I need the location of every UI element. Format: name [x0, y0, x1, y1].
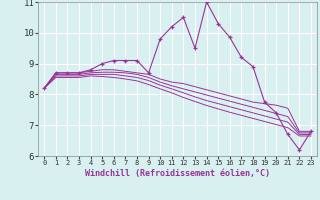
X-axis label: Windchill (Refroidissement éolien,°C): Windchill (Refroidissement éolien,°C)	[85, 169, 270, 178]
